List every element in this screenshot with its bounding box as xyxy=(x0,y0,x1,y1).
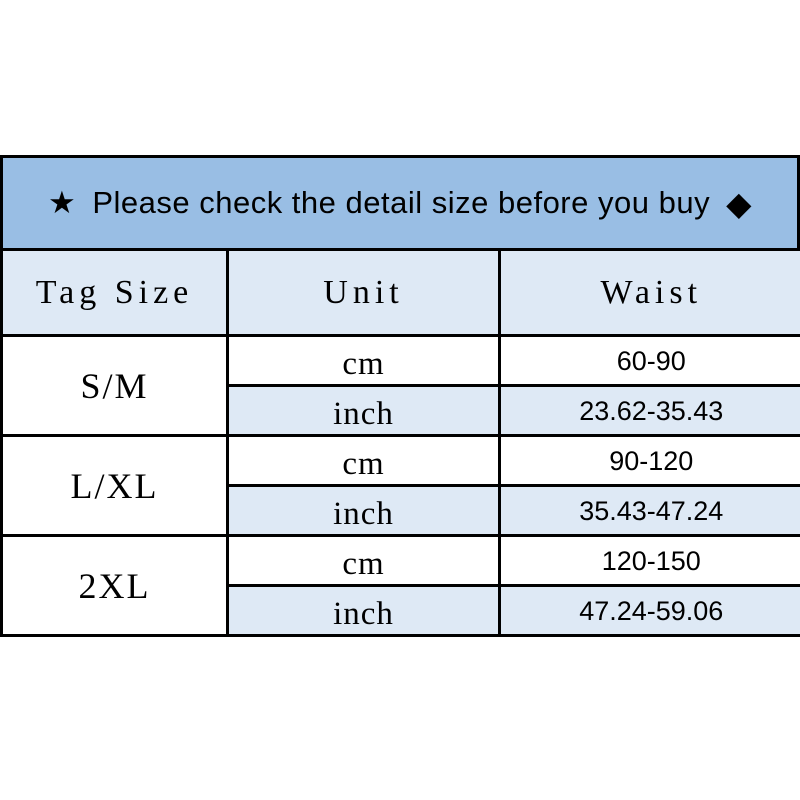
waist-value-cell: 35.43-47.24 xyxy=(498,484,800,537)
size-chart-table: Tag Size Unit Waist S/M cm 60-90 inch 23… xyxy=(0,248,800,637)
diamond-icon: ◆ xyxy=(726,184,752,222)
notice-banner: ★ Please check the detail size before yo… xyxy=(0,155,800,248)
table-row: inch 47.24-59.06 xyxy=(2,584,800,637)
col-header-waist: Waist xyxy=(498,248,800,337)
table-row: 2XL cm 120-150 xyxy=(0,534,800,637)
table-row: S/M cm 60-90 xyxy=(0,334,800,437)
notice-text: Please check the detail size before you … xyxy=(92,185,711,220)
waist-value-cell: 23.62-35.43 xyxy=(498,384,800,437)
table-row: inch 35.43-47.24 xyxy=(2,484,800,537)
unit-cell: cm xyxy=(226,434,501,487)
col-header-tag-size: Tag Size xyxy=(0,248,229,337)
unit-cell: cm xyxy=(226,334,501,387)
unit-cell: inch xyxy=(226,484,501,537)
unit-cell: cm xyxy=(226,534,501,587)
size-cell-2xl: 2XL xyxy=(0,534,229,637)
header-row: Tag Size Unit Waist xyxy=(0,248,800,337)
col-header-unit: Unit xyxy=(226,248,501,337)
waist-value-cell: 120-150 xyxy=(498,534,800,587)
unit-cell: inch xyxy=(226,384,501,437)
waist-value-cell: 90-120 xyxy=(498,434,800,487)
table-row: L/XL cm 90-120 xyxy=(0,434,800,537)
waist-value-cell: 47.24-59.06 xyxy=(498,584,800,637)
size-cell-lxl: L/XL xyxy=(0,434,229,537)
unit-cell: inch xyxy=(226,584,501,637)
table-row: inch 23.62-35.43 xyxy=(2,384,800,437)
star-icon: ★ xyxy=(48,185,77,220)
waist-value-cell: 60-90 xyxy=(498,334,800,387)
size-cell-sm: S/M xyxy=(0,334,229,437)
